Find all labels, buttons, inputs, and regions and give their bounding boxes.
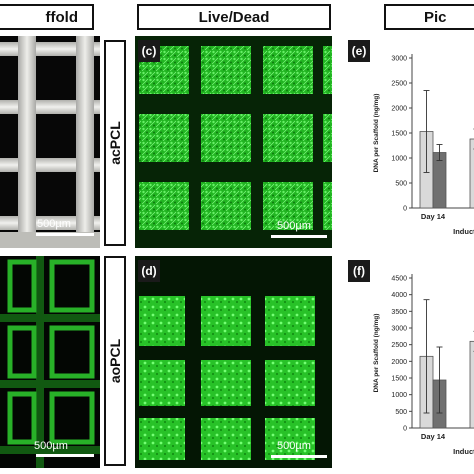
row-label-aopcl-text: aoPCL: [107, 338, 123, 384]
x-axis-label: Induction: [453, 227, 474, 236]
y-tick-label: 2500: [391, 81, 407, 88]
y-tick-label: 3000: [391, 56, 407, 63]
x-tick-label: Day 14: [421, 212, 446, 221]
y-tick-label: 500: [395, 409, 407, 416]
y-tick-label: 0: [403, 206, 407, 213]
y-tick-label: 1000: [391, 392, 407, 399]
y-tick-label: 1500: [391, 131, 407, 138]
y-tick-label: 0: [403, 426, 407, 433]
scaffold-photo-image: [0, 36, 100, 248]
y-tick-label: 1500: [391, 376, 407, 383]
row-label-aopcl: aoPCL: [104, 256, 126, 466]
y-tick-label: 2500: [391, 342, 407, 349]
header-picogreen: Pic: [384, 4, 474, 30]
panel-label-c: (c): [138, 40, 160, 62]
bar: [469, 138, 474, 209]
scale-bar: [271, 455, 327, 458]
chart-e-svg: 0 500 1000 1500 2000 2500 3000 DNA per Scaffold…: [373, 54, 474, 236]
scale-bar: [36, 233, 94, 236]
panel-label-d: (d): [138, 260, 160, 282]
header-live-dead-text: Live/Dead: [198, 8, 270, 26]
panel-label-f: (f): [348, 260, 370, 282]
y-axis-label: DNA per Scaffold (ng/mg): [373, 314, 380, 393]
y-tick-label: 2000: [391, 106, 407, 113]
bar: [469, 340, 474, 429]
x-tick-label: Day 14: [421, 432, 446, 441]
scale-bar-label: 500µm: [277, 220, 311, 232]
chart-e: 0 500 1000 1500 2000 2500 3000 DNA per Scaffold…: [340, 36, 474, 248]
header-picogreen-text: Pic: [424, 8, 447, 26]
live-dead-aopcl-image: [135, 256, 332, 468]
y-axis-label: DNA per Scaffold (ng/mg): [373, 94, 380, 173]
scaffold-fluorescence-image: [0, 256, 100, 468]
live-dead-acpcl-image: [135, 36, 332, 248]
y-tick-label: 500: [395, 181, 407, 188]
x-axis-label: Induction: [453, 447, 474, 456]
live-dead-acpcl-panel: (c) 500µm: [135, 36, 332, 248]
row-label-acpcl: acPCL: [104, 40, 126, 246]
scale-bar-label: 500µm: [34, 440, 68, 452]
scale-bar: [36, 454, 94, 457]
header-live-dead: Live/Dead: [137, 4, 331, 30]
header-scaffold: ffold: [0, 4, 94, 30]
scaffold-fluorescence-panel: 500µm: [0, 256, 100, 468]
scale-bar: [271, 235, 327, 238]
chart-f-svg: 0 500 1000 1500 2000 2500 3000 3500 4000 4500 DNA …: [373, 274, 474, 456]
panel-label-e: (e): [348, 40, 370, 62]
scale-bar-label: 500µm: [37, 218, 71, 230]
y-tick-label: 3500: [391, 309, 407, 316]
y-tick-label: 2000: [391, 359, 407, 366]
chart-f: 0 500 1000 1500 2000 2500 3000 3500 4000 4500 DNA …: [340, 256, 474, 468]
y-tick-label: 3000: [391, 326, 407, 333]
header-scaffold-text: ffold: [45, 8, 78, 26]
y-tick-label: 4500: [391, 276, 407, 283]
scaffold-photo-panel: 500µm: [0, 36, 100, 248]
scale-bar-label: 500µm: [277, 440, 311, 452]
y-tick-label: 1000: [391, 156, 407, 163]
row-label-acpcl-text: acPCL: [107, 121, 124, 165]
y-tick-label: 4000: [391, 292, 407, 299]
live-dead-aopcl-panel: (d) 500µm: [135, 256, 332, 468]
